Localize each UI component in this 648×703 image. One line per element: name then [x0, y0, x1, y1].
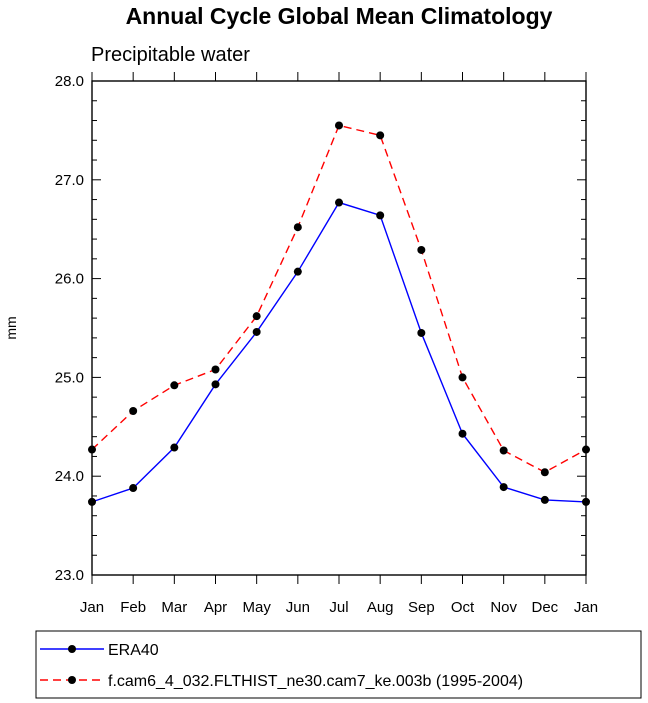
x-tick-label: Oct — [451, 599, 475, 616]
chart-subtitle: Precipitable water — [91, 44, 250, 66]
x-tick-label: Jan — [80, 599, 104, 616]
series-0-point — [417, 328, 426, 337]
x-tick-label: Apr — [204, 599, 227, 616]
y-tick-label: 23.0 — [55, 567, 84, 584]
series-0-point — [293, 267, 302, 276]
legend-marker-cam6 — [68, 676, 76, 684]
legend: ERA40 f.cam6_4_032.FLTHIST_ne30.cam7_ke.… — [35, 630, 642, 699]
series-0-point — [335, 198, 343, 207]
legend-marker-era40 — [68, 645, 76, 653]
y-tick-labels: 23.0 24.0 25.0 26.0 27.0 28.0 — [55, 73, 84, 584]
series-1-point — [335, 121, 343, 130]
plot-frame — [91, 80, 587, 576]
series-0-point — [252, 327, 261, 336]
x-tick-label: Sep — [408, 599, 435, 616]
series-1-point — [129, 406, 138, 415]
series-1-point — [293, 223, 302, 232]
y-tick-label: 28.0 — [55, 73, 84, 90]
y-tick-label: 26.0 — [55, 271, 84, 288]
series-line-0 — [91, 201, 587, 503]
series-0-point — [129, 484, 138, 493]
chart-title: Annual Cycle Global Mean Climatology — [126, 3, 553, 29]
series-0-point — [376, 211, 385, 220]
series-layer — [88, 121, 590, 506]
x-tick-label: May — [242, 599, 271, 616]
x-tick-label: Feb — [120, 599, 146, 616]
x-tick-labels: Jan Feb Mar Apr May Jun Jul Aug Sep Oct Nov Dec Jan — [80, 599, 598, 616]
x-tick-label: Jul — [329, 599, 348, 616]
series-0-point — [499, 483, 508, 492]
series-0-point — [458, 429, 467, 438]
series-0-point — [211, 380, 220, 389]
y-axis-label: mm — [3, 316, 19, 339]
legend-label-cam6: f.cam6_4_032.FLTHIST_ne30.cam7_ke.003b (… — [108, 673, 523, 690]
series-1-point — [499, 446, 508, 455]
y-tick-label: 24.0 — [55, 468, 84, 485]
series-1-point — [417, 245, 426, 254]
series-1-point — [458, 373, 467, 382]
series-1-point — [170, 381, 179, 390]
series-1-point — [540, 468, 549, 477]
x-tick-label: Aug — [367, 599, 394, 616]
x-tick-label: Nov — [490, 599, 517, 616]
series-0-point — [170, 443, 179, 452]
x-tick-label: Mar — [161, 599, 187, 616]
y-tick-label: 25.0 — [55, 369, 84, 386]
x-tick-label: Jun — [286, 599, 310, 616]
x-tick-label: Dec — [531, 599, 558, 616]
series-line-1 — [91, 124, 587, 474]
x-tick-label: Jan — [574, 599, 598, 616]
legend-label-era40: ERA40 — [108, 642, 159, 659]
y-tick-label: 27.0 — [55, 172, 84, 189]
series-1-point — [252, 312, 261, 321]
axis-ticks — [91, 72, 587, 584]
series-1-point — [211, 365, 220, 374]
series-0-point — [540, 495, 549, 504]
series-1-point — [376, 131, 385, 140]
legend-box — [35, 630, 642, 699]
